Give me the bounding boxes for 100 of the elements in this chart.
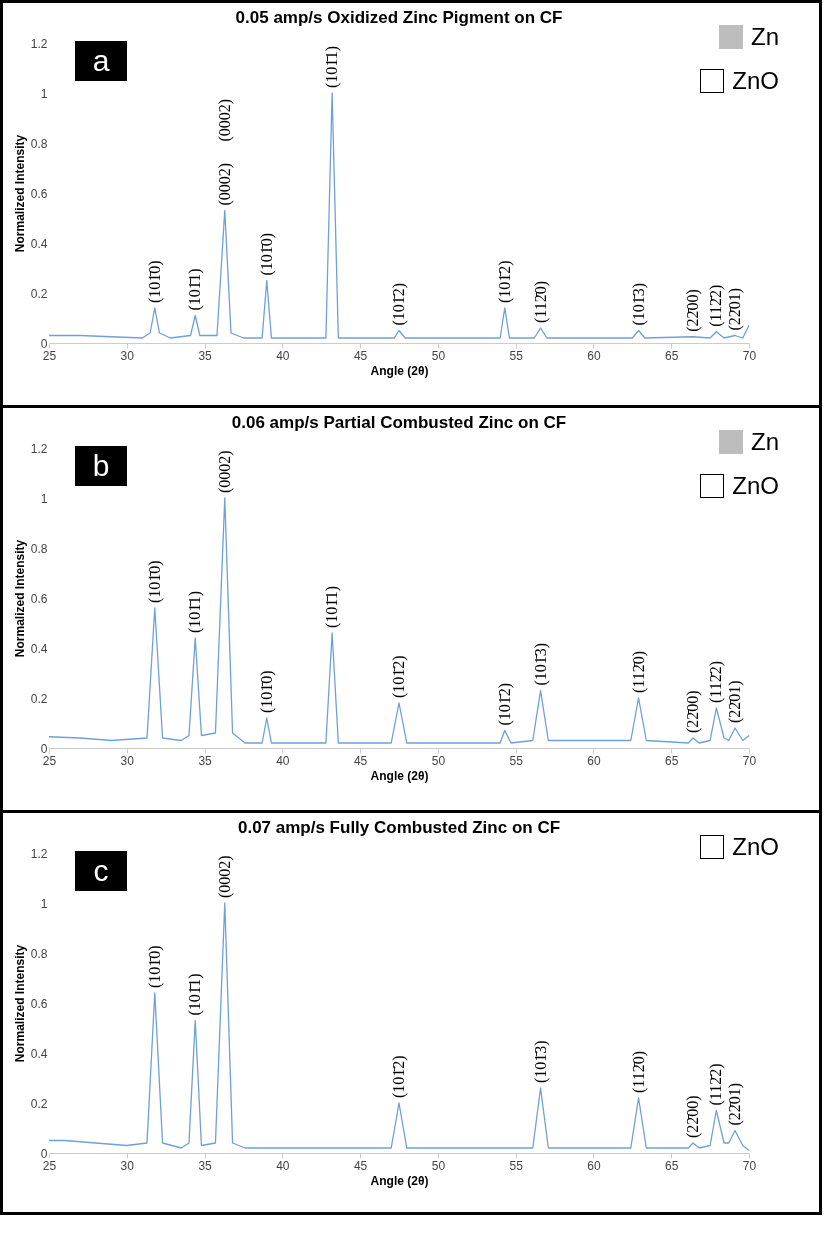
x-tick-label: 55	[509, 348, 524, 363]
x-axis-title: Angle (2θ)	[370, 363, 429, 378]
y-tick-label: 0.4	[30, 236, 48, 251]
annotation: (22̄00)	[684, 1095, 702, 1138]
annotation: (22̄00)	[684, 690, 702, 733]
y-tick-label: 1.2	[30, 441, 48, 456]
annotation: (112̄0)	[531, 280, 550, 323]
y-tick-label: 1.2	[30, 36, 48, 51]
annotation: (101̄0)	[257, 232, 276, 276]
y-tick-label: 1.2	[30, 846, 48, 861]
y-axis-title: Normalized Intensity	[12, 134, 27, 253]
y-tick-label: 0.6	[30, 591, 48, 606]
y-tick-label: 0.2	[30, 1096, 48, 1111]
annotation: (112̄2)	[707, 284, 726, 327]
x-tick-label: 50	[431, 753, 446, 768]
x-axis-title: Angle (2θ)	[370, 1173, 429, 1188]
annotation: (0002)	[215, 162, 234, 206]
x-tick-label: 40	[276, 348, 290, 363]
x-tick-label: 25	[42, 753, 57, 768]
y-tick-label: 0.6	[30, 996, 48, 1011]
annotation: (101̄0)	[257, 670, 276, 713]
x-tick-label: 50	[431, 348, 446, 363]
x-tick-label: 35	[198, 753, 213, 768]
y-tick-label: 0.8	[30, 136, 48, 151]
y-tick-label: 0.8	[30, 541, 48, 556]
y-tick-label: 0	[40, 741, 48, 756]
x-tick-label: 45	[353, 753, 368, 768]
y-axis-title: Normalized Intensity	[12, 539, 27, 658]
y-tick-label: 0.2	[30, 286, 48, 301]
x-tick-label: 35	[198, 1158, 213, 1173]
y-axis-title: Normalized Intensity	[12, 944, 27, 1063]
annotation: (101̄1)	[323, 45, 342, 88]
x-tick-label: 45	[353, 1158, 368, 1173]
chart-title: 0.06 amp/s Partial Combusted Zinc on CF	[231, 413, 567, 432]
annotation: (0002)	[215, 450, 234, 493]
x-tick-label: 60	[587, 1158, 601, 1173]
chart-title: 0.05 amp/s Oxidized Zinc Pigment on CF	[235, 8, 563, 27]
annotation: c	[75, 851, 127, 891]
annotation: (22̄01)	[726, 287, 744, 331]
annotation: (22̄01)	[726, 1082, 744, 1126]
x-tick-label: 65	[665, 753, 679, 768]
x-tick-label: 25	[42, 1158, 57, 1173]
annotation: (101̄2)	[495, 682, 514, 726]
x-tick-label: 25	[42, 348, 57, 363]
x-tick-label: 30	[120, 753, 135, 768]
annotation: (112̄2)	[707, 660, 726, 703]
x-tick-label: 50	[431, 1158, 446, 1173]
annotation: (101̄2)	[390, 282, 408, 326]
annotation: (101̄0)	[145, 560, 164, 603]
annotation: (101̄2)	[390, 1055, 408, 1098]
annotation: ZnO	[732, 472, 779, 500]
y-tick-label: 0	[40, 1146, 48, 1161]
y-tick-label: 0.4	[30, 641, 48, 656]
x-axis-title: Angle (2θ)	[370, 768, 429, 783]
y-tick-label: 0.2	[30, 691, 48, 706]
annotation: ZnO	[732, 67, 779, 95]
annotation: (0002)	[215, 855, 234, 898]
annotation: (112̄2)	[707, 1063, 726, 1106]
x-tick-label: 55	[509, 1158, 524, 1173]
x-tick-label: 65	[665, 1158, 679, 1173]
annotation: (101̄3)	[531, 642, 550, 686]
y-tick-label: 0.8	[30, 946, 48, 961]
annotation: ZnO	[732, 833, 779, 861]
annotation: (0002)	[215, 98, 234, 142]
annotation: (112̄0)	[629, 650, 648, 693]
annotation: a	[75, 41, 127, 81]
x-tick-label: 70	[742, 1158, 757, 1173]
annotation: (101̄0)	[145, 260, 164, 303]
x-tick-label: 40	[276, 753, 290, 768]
annotation: (112̄0)	[629, 1050, 648, 1093]
y-tick-label: 0.4	[30, 1046, 48, 1061]
annotation: (22̄00)	[684, 289, 702, 332]
x-tick-label: 40	[276, 1158, 290, 1173]
annotation: (101̄0)	[145, 945, 164, 988]
annotation: (101̄2)	[495, 260, 514, 303]
annotation: (22̄01)	[726, 680, 744, 723]
y-tick-label: 1	[40, 896, 48, 911]
x-tick-label: 70	[742, 753, 757, 768]
annotation: (101̄1)	[186, 590, 205, 633]
text: Zn	[750, 23, 779, 51]
y-tick-label: 0	[40, 336, 48, 351]
chart-title: 0.07 amp/s Fully Combusted Zinc on CF	[237, 818, 561, 837]
annotation: (101̄1)	[186, 268, 205, 311]
text: Zn	[750, 428, 779, 456]
y-tick-label: 1	[40, 86, 48, 101]
x-tick-label: 60	[587, 753, 601, 768]
x-tick-label: 30	[120, 348, 135, 363]
x-tick-label: 55	[509, 753, 524, 768]
x-tick-label: 60	[587, 348, 601, 363]
annotation: b	[75, 446, 127, 486]
annotation: (101̄3)	[629, 282, 648, 326]
y-tick-label: 0.6	[30, 186, 48, 201]
annotation: (101̄1)	[186, 973, 205, 1016]
x-tick-label: 35	[198, 348, 213, 363]
annotation: (101̄3)	[531, 1040, 550, 1083]
x-tick-label: 65	[665, 348, 679, 363]
x-tick-label: 70	[742, 348, 757, 363]
annotation: (101̄2)	[390, 655, 408, 698]
x-tick-label: 30	[120, 1158, 135, 1173]
x-tick-label: 45	[353, 348, 368, 363]
